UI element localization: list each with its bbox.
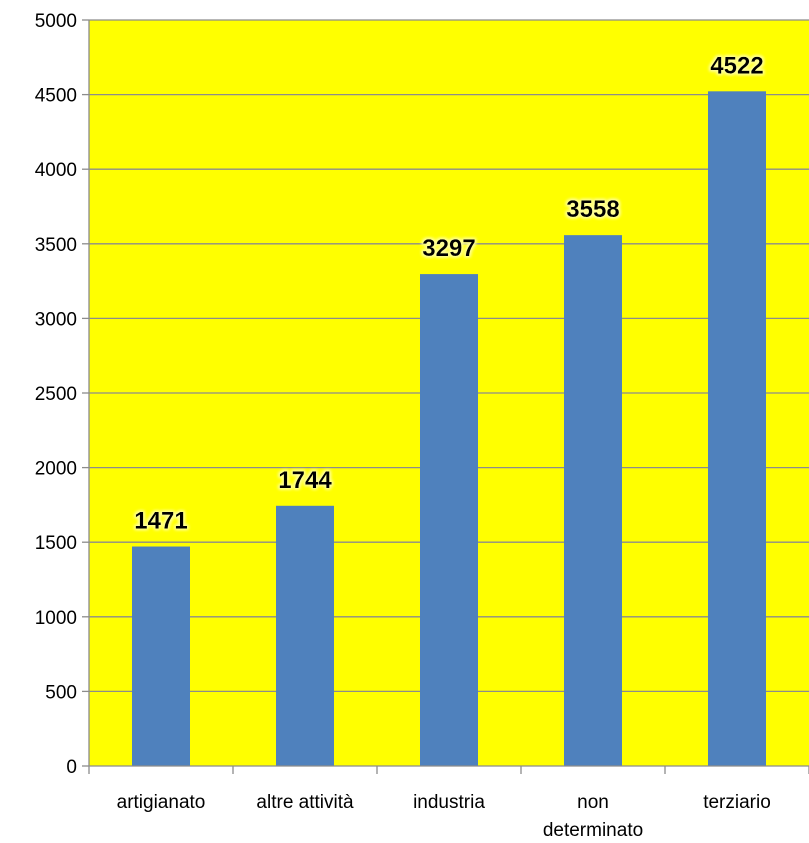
y-tick-label: 4000 [35, 160, 77, 181]
x-tick-label: altre attività [256, 792, 354, 813]
data-label: 3558 [566, 196, 619, 223]
y-tick-label: 2500 [35, 384, 77, 405]
bar [420, 274, 478, 766]
y-tick-label: 3500 [35, 235, 77, 256]
y-tick-label: 500 [45, 682, 77, 703]
bar [132, 546, 190, 766]
y-tick-label: 4500 [35, 86, 77, 107]
bar [276, 505, 334, 766]
x-tick-label: industria [413, 792, 485, 813]
y-tick-label: 1500 [35, 533, 77, 554]
y-tick-label: 0 [66, 757, 77, 778]
data-labels: 1471 1744 3297 3558 4522 [134, 52, 763, 534]
y-tick-label: 2000 [35, 459, 77, 480]
data-label: 1744 [278, 467, 332, 494]
x-tick-label: non determinato [543, 792, 643, 841]
x-tick-label: artigianato [117, 792, 206, 813]
x-axis-tick-labels: artigianato altre attività industria non det… [117, 792, 771, 841]
y-axis-tick-labels: 0 500 1000 1500 2000 2500 3000 3500 4000 4500 5000 [35, 11, 77, 778]
data-label: 4522 [710, 52, 763, 79]
data-label: 3297 [422, 235, 475, 262]
y-tick-label: 1000 [35, 608, 77, 629]
y-tick-label: 3000 [35, 309, 77, 330]
data-label: 1471 [134, 508, 187, 535]
y-tick-label: 5000 [35, 11, 77, 32]
axes [82, 19, 809, 774]
bar [564, 235, 622, 767]
x-tick-label: terziario [703, 792, 771, 813]
bar-series [132, 91, 766, 767]
bar [708, 91, 766, 766]
